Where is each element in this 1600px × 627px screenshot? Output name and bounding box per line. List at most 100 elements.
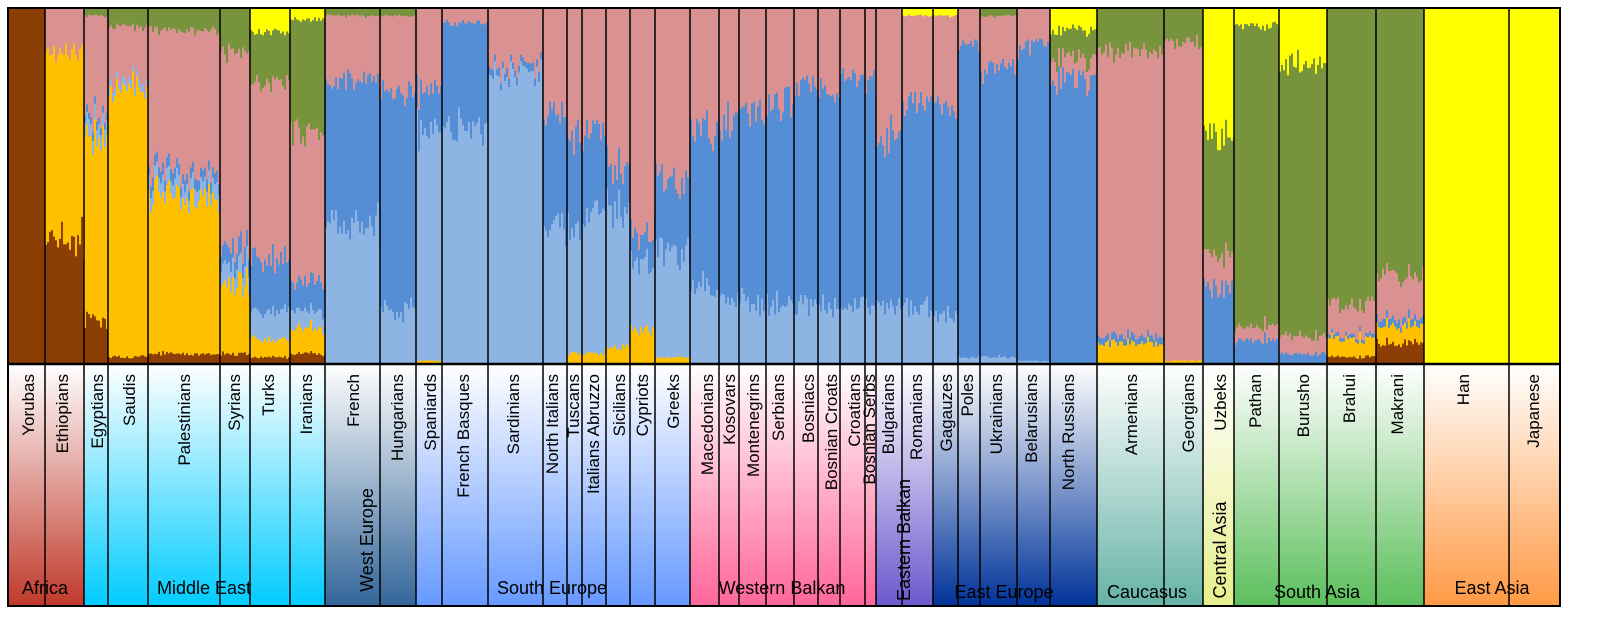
population-label-tuscans: Tuscans (564, 374, 583, 438)
region-band-east-asia (1424, 364, 1560, 606)
bar-sicilians (606, 8, 631, 365)
population-label-sardinians: Sardinians (504, 374, 523, 454)
population-label-hungarians: Hungarians (388, 374, 407, 461)
bar-north-italians (543, 8, 568, 365)
bar-brahui (1327, 8, 1377, 365)
population-label-bulgarians: Bulgarians (879, 374, 898, 454)
population-label-brahui: Brahui (1340, 374, 1359, 423)
population-label-bosniacs: Bosniacs (799, 374, 818, 443)
bar-kosovars (719, 8, 740, 365)
population-label-armenians: Armenians (1122, 374, 1141, 455)
bar-italians-abruzzo (582, 8, 607, 365)
bar-japanese (1509, 8, 1561, 365)
population-label-ethiopians: Ethiopians (53, 374, 72, 453)
population-label-turks: Turks (259, 374, 278, 416)
bar-bosnian-serbs (865, 8, 877, 365)
population-label-macedonians: Macedonians (698, 374, 717, 475)
population-label-montenegrins: Montenegrins (744, 374, 763, 477)
region-label-west-europe: West Europe (357, 488, 377, 592)
bar-bosnian-croats (818, 8, 841, 365)
region-label-western-balkan: Western Balkan (719, 578, 846, 598)
region-label-eastern-balkan: Eastern Balkan (894, 479, 914, 601)
bar-hungarians (380, 8, 417, 365)
population-label-gagauzes: Gagauzes (937, 374, 956, 452)
bar-saudis (108, 8, 149, 365)
region-band-south-europe (416, 364, 690, 606)
population-label-egyptians: Egyptians (88, 374, 107, 449)
bar-macedonians (690, 8, 720, 365)
bar-yorubas (8, 8, 46, 365)
region-band-south-asia (1234, 364, 1424, 606)
bar-north-russians (1050, 8, 1098, 365)
bar-croatians (840, 8, 866, 365)
population-label-serbians: Serbians (769, 374, 788, 441)
bar-syrians (220, 8, 251, 365)
region-band-caucasus (1097, 364, 1203, 606)
population-label-syrians: Syrians (225, 374, 244, 431)
population-label-yorubas: Yorubas (19, 374, 38, 436)
population-label-sicilians: Sicilians (610, 374, 629, 436)
region-band-western-balkan (690, 364, 876, 606)
population-label-georgians: Georgians (1179, 374, 1198, 452)
population-label-spaniards: Spaniards (421, 374, 440, 451)
bar-burusho (1279, 8, 1328, 365)
population-label-french-basques: French Basques (454, 374, 473, 498)
population-label-poles: Poles (958, 374, 977, 417)
bar-bosniacs (794, 8, 819, 365)
bar-georgians (1164, 8, 1204, 365)
region-label-caucasus: Caucasus (1107, 582, 1187, 602)
population-label-croatians: Croatians (845, 374, 864, 447)
bar-french-basques (442, 8, 489, 365)
bar-turks (250, 8, 291, 365)
population-label-ukrainians: Ukrainians (987, 374, 1006, 454)
bar-french (325, 8, 381, 365)
bar-palestinians (148, 8, 221, 365)
ancestry-bars (8, 8, 1561, 365)
region-band-east-europe (933, 364, 1097, 606)
bar-sardinians (488, 8, 544, 365)
bar-makrani (1376, 8, 1425, 365)
outer-border (7, 7, 1561, 607)
region-band-central-asia (1203, 364, 1234, 606)
population-label-kosovars: Kosovars (720, 374, 739, 445)
population-label-romanians: Romanians (907, 374, 926, 460)
bar-belarusians (1017, 8, 1051, 365)
bar-han (1424, 8, 1510, 365)
region-label-south-asia: South Asia (1274, 582, 1361, 602)
bar-tuscans (567, 8, 583, 365)
bar-iranians (290, 8, 326, 365)
population-label-makrani: Makrani (1388, 374, 1407, 434)
population-label-iranians: Iranians (297, 374, 316, 434)
region-band-middle-east (84, 364, 325, 606)
region-label-east-europe: East Europe (954, 582, 1053, 602)
population-label-cypriots: Cypriots (633, 374, 652, 436)
region-label-east-asia: East Asia (1454, 578, 1530, 598)
region-label-africa: Africa (22, 578, 69, 598)
population-label-palestinians: Palestinians (175, 374, 194, 466)
population-label-belarusians: Belarusians (1022, 374, 1041, 463)
population-label-han: Han (1454, 374, 1473, 405)
bar-romanians (902, 8, 934, 365)
population-label-bosnian-croats: Bosnian Croats (822, 374, 841, 490)
region-band-eastern-balkan (876, 364, 933, 606)
bar-cypriots (630, 8, 656, 365)
bar-armenians (1097, 8, 1165, 365)
population-label-saudis: Saudis (120, 374, 139, 426)
bar-pathan (1234, 8, 1280, 365)
region-labels: Africa Middle East West Europe South Europe… (22, 479, 1531, 602)
region-band-west-europe (325, 364, 416, 606)
bar-montenegrins (739, 8, 767, 365)
population-dividers (44, 8, 1510, 606)
region-band-africa (8, 364, 84, 606)
population-label-greeks: Greeks (664, 374, 683, 429)
bar-spaniards (416, 8, 443, 365)
bar-greeks (655, 8, 691, 365)
bar-bulgarians (876, 8, 903, 365)
bar-ethiopians (45, 8, 85, 365)
population-labels: Yorubas Ethiopians Egyptians Saudis Palestin… (19, 374, 1543, 498)
bar-poles (958, 8, 981, 365)
bar-gagauzes (933, 8, 959, 365)
region-label-central-asia: Central Asia (1210, 500, 1230, 598)
population-label-uzbeks: Uzbeks (1211, 374, 1230, 431)
